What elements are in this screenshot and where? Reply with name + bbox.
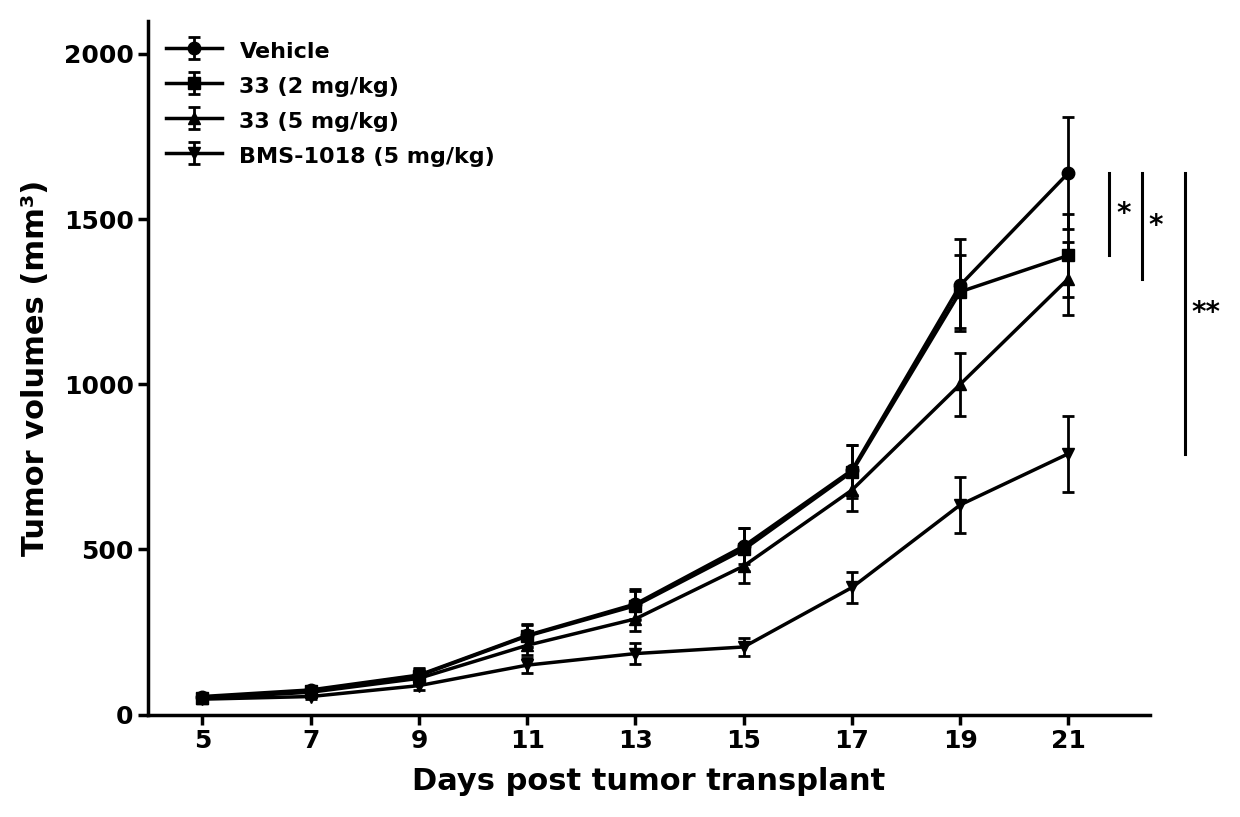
Legend: Vehicle, 33 (2 mg/kg), 33 (5 mg/kg), BMS-1018 (5 mg/kg): Vehicle, 33 (2 mg/kg), 33 (5 mg/kg), BMS… — [160, 32, 502, 173]
Text: *: * — [1116, 200, 1131, 228]
Y-axis label: Tumor volumes (mm³): Tumor volumes (mm³) — [21, 180, 50, 556]
Text: **: ** — [1192, 299, 1221, 328]
Text: *: * — [1148, 212, 1163, 239]
X-axis label: Days post tumor transplant: Days post tumor transplant — [413, 767, 885, 797]
